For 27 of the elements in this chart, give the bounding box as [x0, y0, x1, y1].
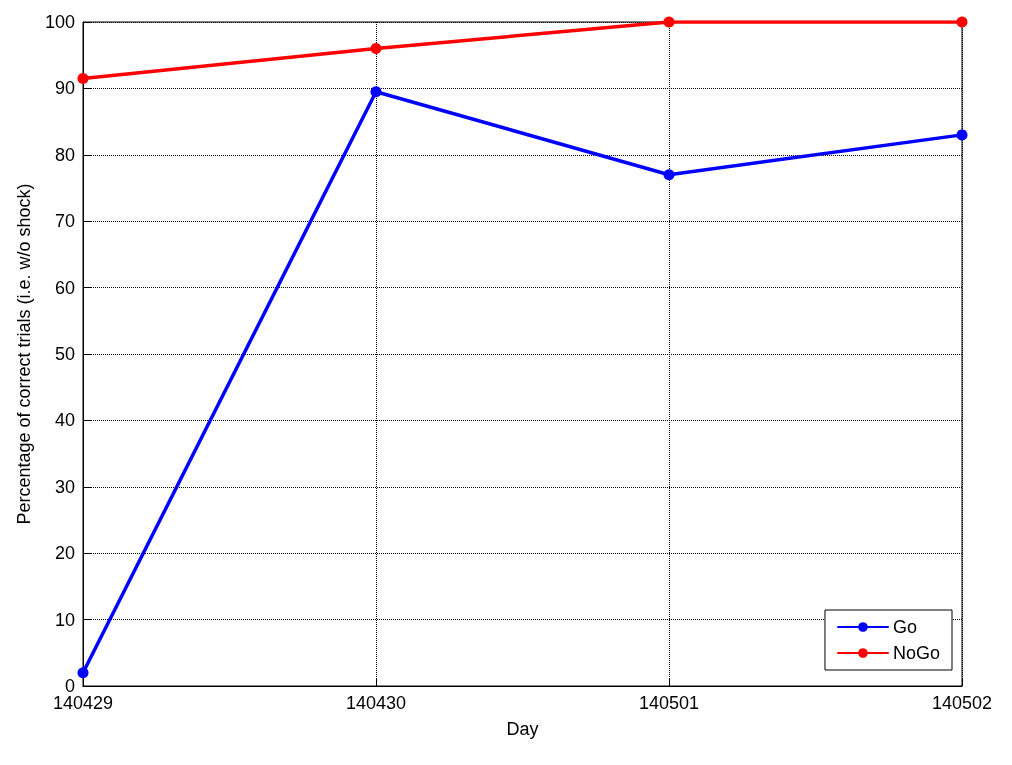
y-tick-label: 80 — [54, 144, 75, 165]
y-tick-label: 100 — [44, 12, 75, 32]
legend-label: Go — [892, 617, 917, 637]
point — [663, 16, 675, 28]
x-tick-label: 140429 — [52, 693, 114, 713]
x-tick-label: 140502 — [931, 693, 993, 713]
point — [663, 169, 675, 181]
y-tick-label: 40 — [54, 410, 75, 431]
point — [956, 16, 968, 28]
point — [77, 667, 89, 679]
y-tick-label: 30 — [54, 476, 75, 497]
point — [370, 43, 382, 55]
y-tick-label: 20 — [54, 543, 75, 564]
y-tick-label: 0 — [64, 676, 75, 696]
point — [956, 129, 968, 141]
x-tick-label: 140501 — [638, 693, 700, 713]
x-axis-title: Day — [506, 719, 539, 739]
x-tick-label: 140430 — [345, 693, 407, 713]
point — [370, 86, 382, 98]
y-tick-label: 70 — [54, 211, 75, 232]
y-axis-title: Percentage of correct trials (i.e. w/o shock) — [14, 183, 34, 525]
y-tick-label: 10 — [54, 609, 75, 630]
legend-label: NoGo — [892, 643, 941, 663]
y-tick-label: 60 — [54, 277, 75, 298]
y-tick-label: 50 — [54, 344, 75, 364]
y-tick-label: 90 — [54, 78, 75, 99]
point — [77, 72, 89, 84]
